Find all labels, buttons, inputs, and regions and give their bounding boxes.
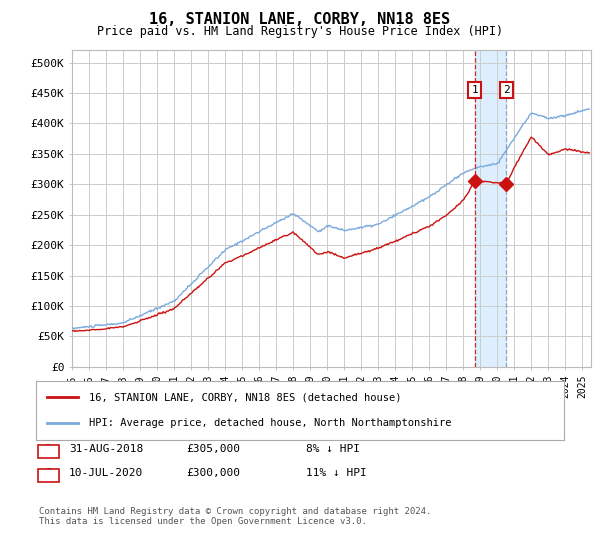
Text: 2: 2 [503, 85, 510, 95]
Text: £305,000: £305,000 [186, 444, 240, 454]
Text: HPI: Average price, detached house, North Northamptonshire: HPI: Average price, detached house, Nort… [89, 418, 451, 428]
Text: 16, STANION LANE, CORBY, NN18 8ES: 16, STANION LANE, CORBY, NN18 8ES [149, 12, 451, 27]
Text: 2: 2 [45, 468, 52, 478]
Text: 31-AUG-2018: 31-AUG-2018 [69, 444, 143, 454]
Bar [475, 50, 506, 367]
Text: 1: 1 [472, 85, 478, 95]
Text: £300,000: £300,000 [186, 468, 240, 478]
Text: 16, STANION LANE, CORBY, NN18 8ES (detached house): 16, STANION LANE, CORBY, NN18 8ES (detac… [89, 392, 401, 402]
Text: Price paid vs. HM Land Registry's House Price Index (HPI): Price paid vs. HM Land Registry's House … [97, 25, 503, 38]
Text: 10-JUL-2020: 10-JUL-2020 [69, 468, 143, 478]
Text: 11% ↓ HPI: 11% ↓ HPI [306, 468, 367, 478]
Text: 8% ↓ HPI: 8% ↓ HPI [306, 444, 360, 454]
Text: 1: 1 [45, 444, 52, 454]
Text: Contains HM Land Registry data © Crown copyright and database right 2024.
This d: Contains HM Land Registry data © Crown c… [39, 507, 431, 526]
